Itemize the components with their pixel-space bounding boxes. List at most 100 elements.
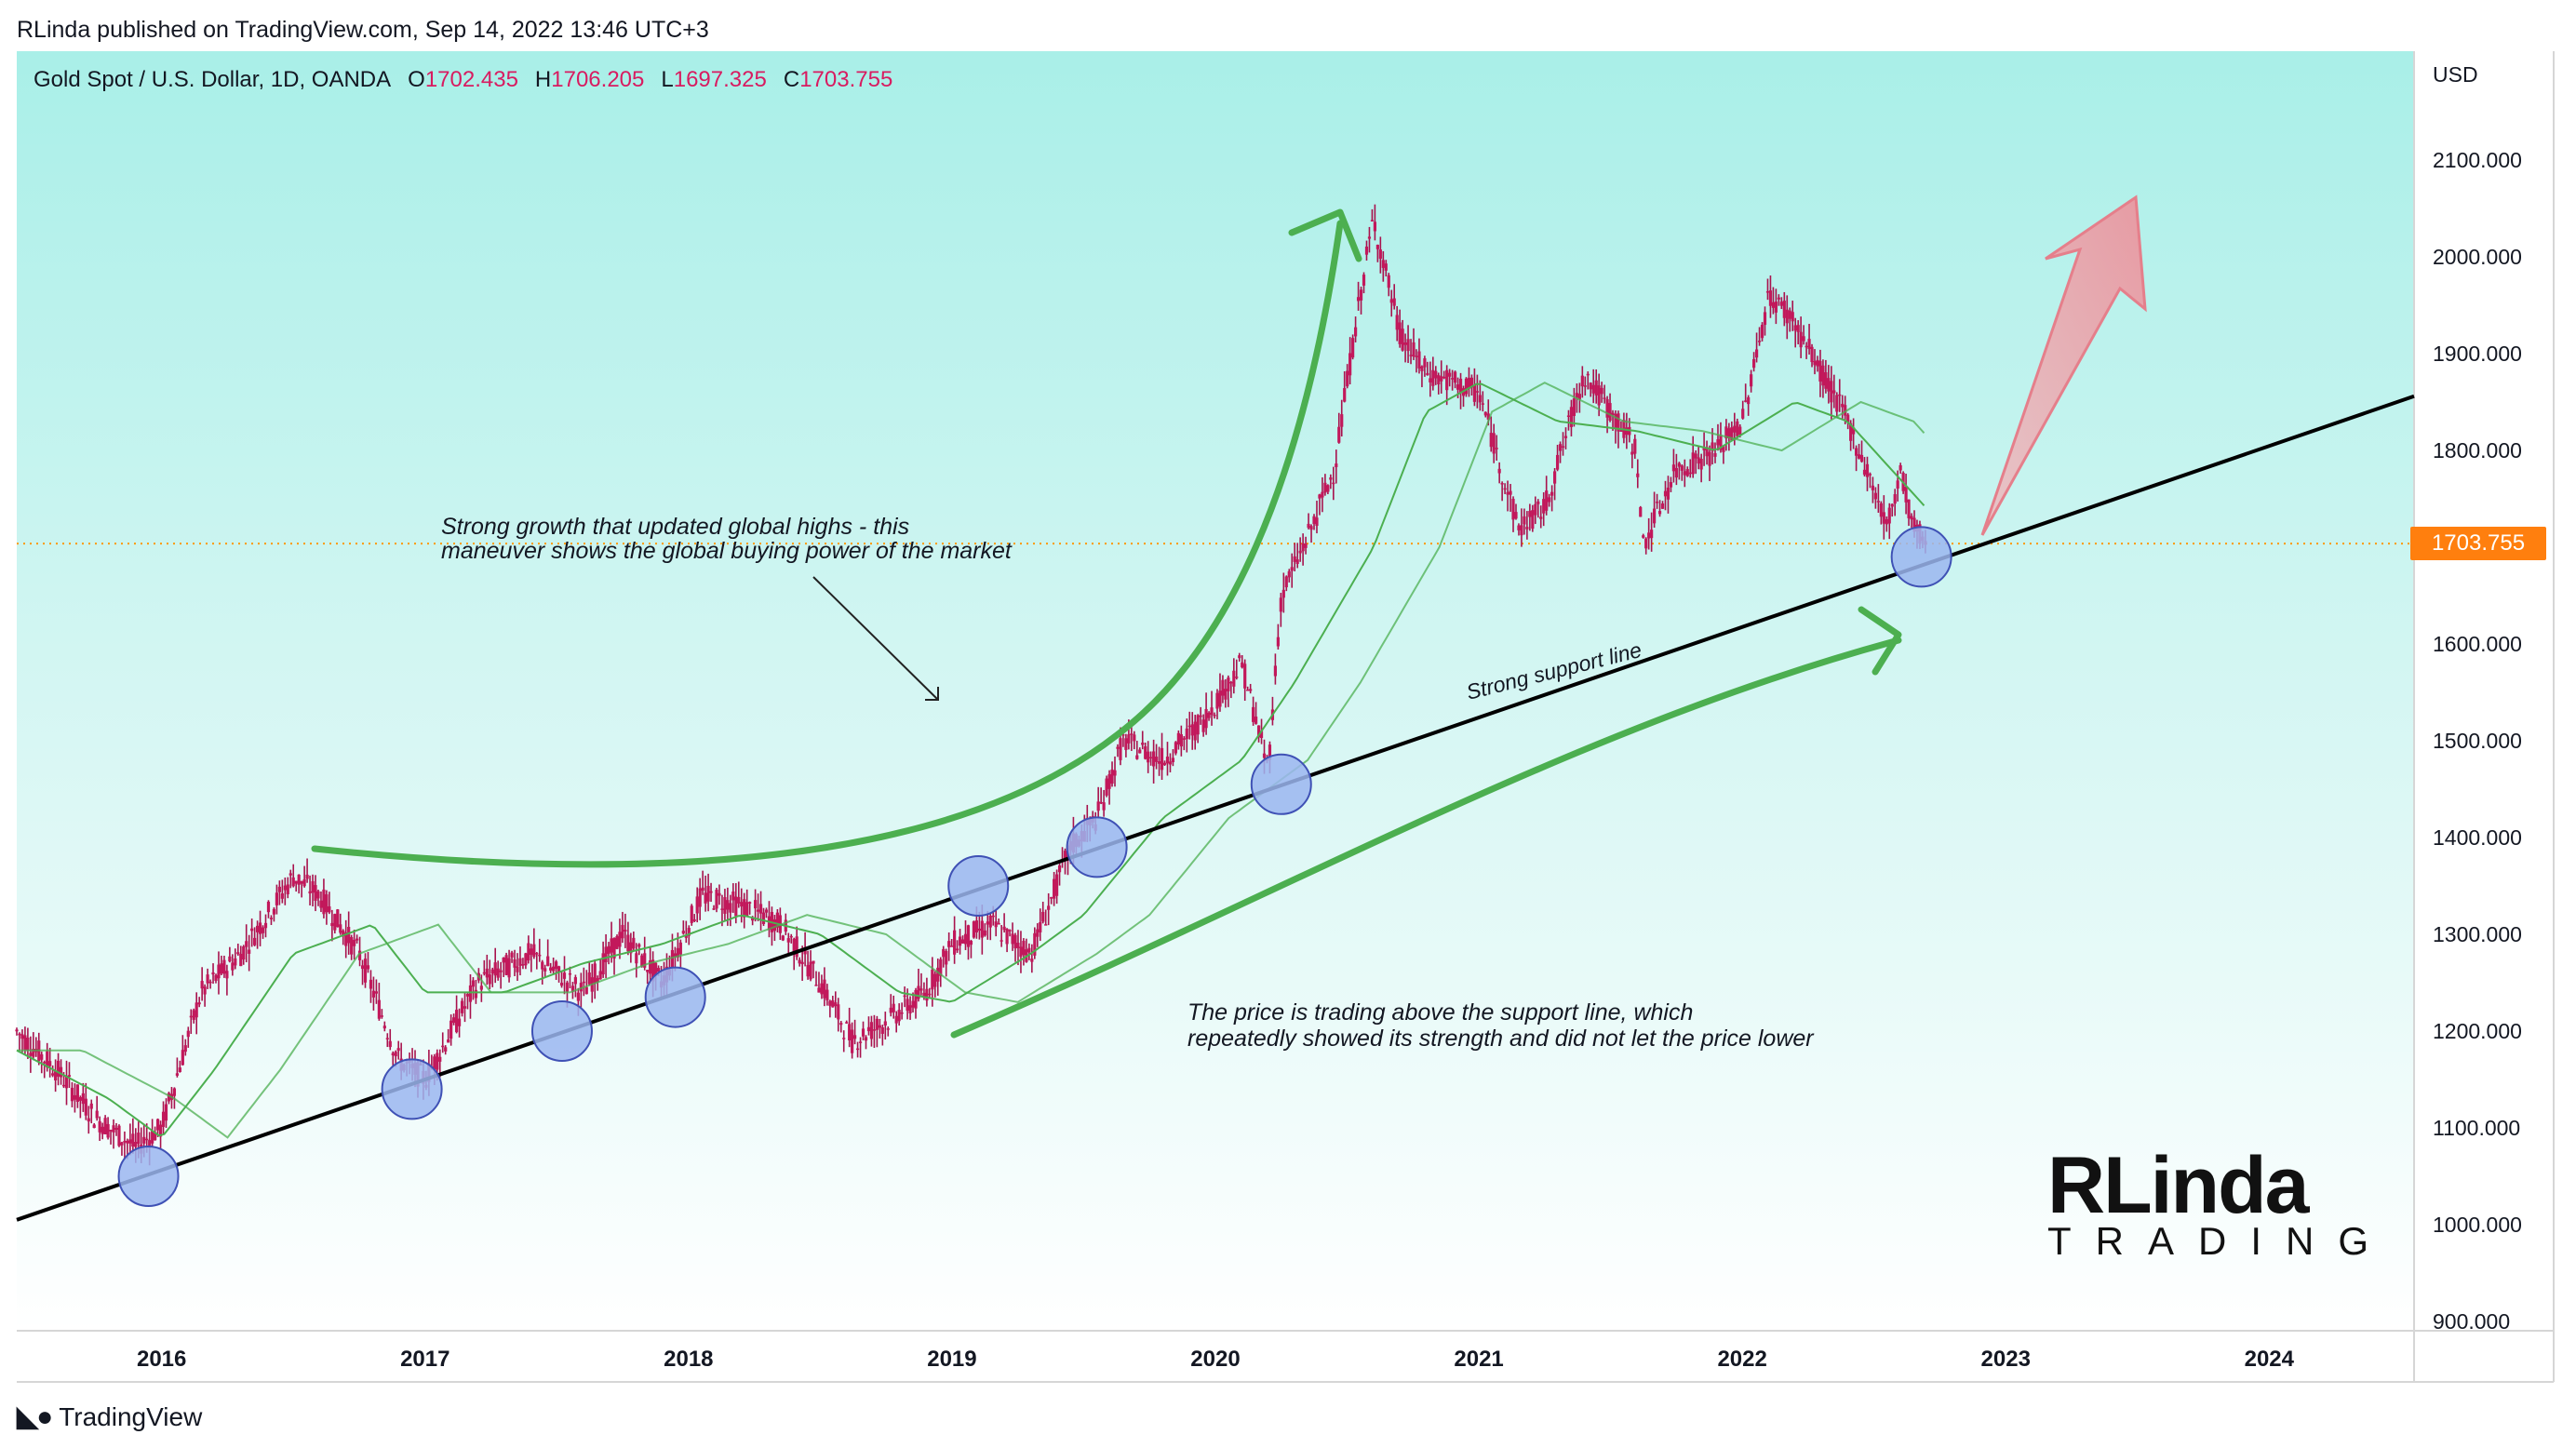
candle-body [969, 940, 973, 945]
candle-body [1561, 446, 1565, 448]
candle-body [1002, 926, 1006, 931]
candle-body [878, 1025, 881, 1028]
candle-body [1492, 433, 1496, 454]
candle-body [1885, 518, 1888, 525]
price-axis-background [2414, 51, 2554, 1331]
candle-body [1830, 381, 1833, 403]
symbol-legend[interactable]: Gold Spot / U.S. Dollar, 1D, OANDA O1702.… [34, 67, 909, 93]
candle-body [646, 970, 650, 972]
candle-body [114, 1127, 118, 1131]
candle-body [994, 921, 998, 928]
candle-body [54, 1071, 58, 1080]
candle-body [880, 1026, 884, 1034]
candle-body [1392, 298, 1396, 306]
candle-body [1733, 425, 1737, 433]
candle-body [726, 900, 730, 910]
candle-body [1039, 921, 1042, 932]
candle-body [1736, 421, 1739, 436]
candle-body [1141, 742, 1145, 745]
candle-body [1511, 499, 1515, 520]
candle-body [1199, 715, 1202, 717]
candle-body [986, 921, 989, 925]
candle-body [1232, 670, 1236, 687]
candle-body [490, 969, 494, 974]
candle-body [1481, 403, 1484, 405]
candle-body [1553, 471, 1557, 484]
candle-body [584, 986, 588, 995]
candle-body [1144, 746, 1147, 759]
candle-body [858, 1041, 863, 1043]
candle-body [1367, 236, 1372, 239]
candle-body [831, 999, 835, 1008]
candle-body [1738, 426, 1742, 436]
price-tick-label: 1400.000 [2433, 825, 2522, 850]
candle-body [1467, 377, 1471, 389]
candle-body [922, 992, 926, 997]
candle-body [1539, 516, 1543, 519]
candle-body [1207, 712, 1211, 718]
last-price-tag: 1703.755 [2410, 527, 2546, 561]
candle-body [1005, 929, 1009, 945]
candle-body [371, 990, 376, 998]
candle-body [1273, 665, 1277, 677]
open-label: O [408, 67, 425, 92]
candle-body [1577, 394, 1581, 400]
candle-body [1744, 400, 1748, 402]
candle-body [601, 953, 605, 975]
candle-body [120, 1142, 124, 1146]
candle-body [555, 961, 558, 970]
candle-body [1033, 932, 1037, 956]
candle-body [488, 974, 491, 985]
candle-body [447, 1039, 450, 1043]
candle-body [1293, 556, 1296, 562]
candle-body [1119, 738, 1122, 760]
candle-body [1315, 517, 1319, 527]
candle-body [925, 988, 929, 1001]
growth-annotation-line1: Strong growth that updated global highs … [441, 514, 909, 540]
candle-body [394, 1052, 397, 1057]
candle-body [1528, 511, 1532, 517]
candle-body [1660, 503, 1665, 509]
candle-body [842, 1038, 846, 1039]
candle-body [1398, 322, 1402, 344]
candle-body [195, 1002, 198, 1018]
candle-body [737, 897, 741, 904]
candle-body [463, 1006, 467, 1009]
candle-body [380, 1015, 383, 1017]
price-tick-label: 1300.000 [2433, 922, 2522, 946]
candle-body [612, 937, 616, 959]
candle-body [1440, 376, 1443, 382]
candle-body [1235, 677, 1239, 678]
candle-body [255, 925, 260, 932]
candle-body [1218, 690, 1222, 707]
candle-body [524, 953, 528, 966]
price-tick-label: 1600.000 [2433, 632, 2522, 656]
candle-body [649, 959, 652, 974]
currency-label: USD [2433, 62, 2478, 87]
candle-body [1506, 491, 1509, 495]
candle-body [593, 963, 597, 984]
candle-body [812, 960, 815, 964]
candle-body [1472, 384, 1477, 402]
tradingview-footer[interactable]: ◣● TradingView [17, 1401, 202, 1433]
candle-body [369, 979, 373, 989]
candle-body [263, 922, 268, 929]
candle-body [1912, 517, 1916, 532]
candle-body [1201, 719, 1205, 732]
candle-body [286, 884, 289, 894]
candle-body [258, 922, 262, 934]
candle-body [817, 987, 821, 993]
candle-body [1456, 384, 1460, 390]
candle-body [1290, 567, 1294, 571]
candle-body [220, 963, 223, 974]
support-touch-circle [530, 1000, 593, 1062]
candle-body [1437, 375, 1441, 385]
candle-body [1346, 370, 1349, 387]
candle-body [377, 999, 381, 1019]
candle-body [1876, 501, 1880, 503]
candle-body [1777, 297, 1780, 300]
tradingview-logo-icon: ◣● [17, 1401, 53, 1432]
candle-body [186, 1030, 190, 1038]
candle-body [154, 1132, 157, 1141]
